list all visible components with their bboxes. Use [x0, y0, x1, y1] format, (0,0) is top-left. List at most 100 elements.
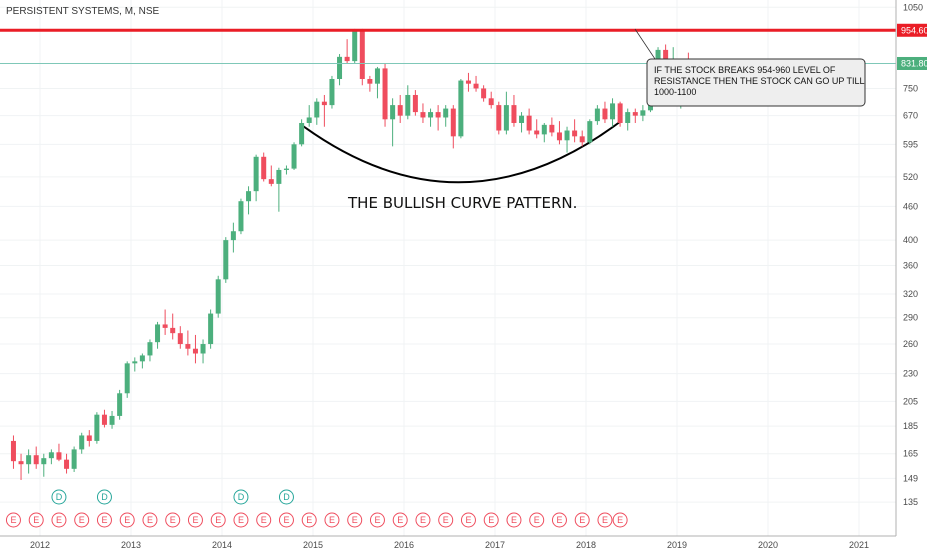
dividend-marker[interactable] — [51, 489, 67, 505]
candle-body[interactable] — [26, 455, 32, 465]
candle-body[interactable] — [352, 31, 358, 62]
earnings-marker[interactable] — [347, 512, 363, 528]
candle-body[interactable] — [314, 101, 320, 118]
candle-body[interactable] — [79, 435, 85, 450]
earnings-marker[interactable] — [301, 512, 317, 528]
candle-body[interactable] — [200, 344, 206, 354]
earnings-marker[interactable] — [551, 512, 567, 528]
earnings-marker[interactable] — [5, 512, 21, 528]
candle-body[interactable] — [534, 130, 540, 135]
candle-body[interactable] — [382, 68, 388, 120]
candle-body[interactable] — [147, 342, 153, 356]
candle-body[interactable] — [306, 117, 312, 123]
candle-body[interactable] — [374, 68, 380, 84]
candle-body[interactable] — [170, 327, 176, 334]
candle-body[interactable] — [94, 414, 100, 441]
dividend-marker[interactable] — [233, 489, 249, 505]
earnings-marker[interactable] — [324, 512, 340, 528]
candle-body[interactable] — [420, 112, 426, 118]
candle-body[interactable] — [367, 78, 373, 84]
candle-body[interactable] — [86, 435, 92, 441]
candle-body[interactable] — [359, 31, 365, 79]
candle-body[interactable] — [556, 132, 562, 141]
earnings-marker[interactable] — [210, 512, 226, 528]
candle-body[interactable] — [337, 56, 343, 79]
candle-body[interactable] — [481, 88, 487, 99]
candle-body[interactable] — [10, 440, 16, 462]
earnings-marker[interactable] — [278, 512, 294, 528]
candle-body[interactable] — [579, 136, 585, 143]
earnings-marker[interactable] — [506, 512, 522, 528]
candle-body[interactable] — [541, 124, 547, 135]
earnings-marker[interactable] — [187, 512, 203, 528]
candle-body[interactable] — [41, 458, 47, 465]
earnings-marker[interactable] — [612, 512, 628, 528]
earnings-marker[interactable] — [415, 512, 431, 528]
candle-body[interactable] — [208, 313, 214, 345]
candle-body[interactable] — [632, 112, 638, 116]
earnings-marker[interactable] — [369, 512, 385, 528]
candle-body[interactable] — [177, 333, 183, 345]
candle-body[interactable] — [276, 169, 282, 184]
candle-body[interactable] — [511, 105, 517, 123]
candle-body[interactable] — [594, 108, 600, 122]
candle-body[interactable] — [610, 103, 616, 120]
candle-body[interactable] — [587, 121, 593, 143]
candle-body[interactable] — [617, 103, 623, 123]
earnings-marker[interactable] — [51, 512, 67, 528]
candle-body[interactable] — [268, 179, 274, 184]
candle-body[interactable] — [71, 449, 77, 469]
earnings-marker[interactable] — [529, 512, 545, 528]
candle-body[interactable] — [450, 108, 456, 137]
candle-body[interactable] — [443, 108, 449, 118]
candle-body[interactable] — [139, 355, 145, 362]
candle-body[interactable] — [291, 144, 297, 169]
candle-body[interactable] — [215, 279, 221, 314]
candle-body[interactable] — [602, 108, 608, 120]
candle-body[interactable] — [397, 105, 403, 116]
candle-body[interactable] — [473, 83, 479, 89]
candle-body[interactable] — [238, 201, 244, 232]
candle-body[interactable] — [458, 80, 464, 137]
candle-body[interactable] — [155, 324, 161, 343]
candle-body[interactable] — [428, 112, 434, 118]
earnings-marker[interactable] — [28, 512, 44, 528]
earnings-marker[interactable] — [483, 512, 499, 528]
candle-body[interactable] — [192, 348, 198, 354]
candle-body[interactable] — [435, 112, 441, 118]
candle-body[interactable] — [253, 156, 259, 192]
time-axis[interactable]: 2012 2013 2014 2015 2016 2017 2018 2019 2020 2021 — [0, 535, 896, 550]
earnings-marker[interactable] — [460, 512, 476, 528]
candle-body[interactable] — [124, 363, 130, 394]
price-axis[interactable]: 1050954.6831.875067059552046040036032029… — [895, 0, 926, 536]
earnings-marker[interactable] — [597, 512, 613, 528]
earnings-marker[interactable] — [438, 512, 454, 528]
candle-body[interactable] — [549, 124, 555, 133]
candle-body[interactable] — [625, 112, 631, 123]
earnings-marker[interactable] — [74, 512, 90, 528]
candle-body[interactable] — [526, 115, 532, 131]
earnings-marker[interactable] — [119, 512, 135, 528]
earnings-marker[interactable] — [96, 512, 112, 528]
candle-body[interactable] — [390, 105, 396, 120]
candle-body[interactable] — [101, 414, 107, 425]
earnings-marker[interactable] — [256, 512, 272, 528]
candle-body[interactable] — [109, 415, 115, 425]
candle-body[interactable] — [185, 344, 191, 349]
candle-body[interactable] — [64, 459, 70, 469]
candle-body[interactable] — [344, 56, 350, 62]
candle-body[interactable] — [321, 101, 327, 106]
candle-body[interactable] — [18, 461, 24, 465]
candle-body[interactable] — [223, 240, 229, 280]
candle-body[interactable] — [640, 110, 646, 116]
candle-body[interactable] — [33, 455, 39, 465]
earnings-marker[interactable] — [392, 512, 408, 528]
candle-body[interactable] — [162, 324, 168, 328]
candle-body[interactable] — [488, 98, 494, 106]
candle-body[interactable] — [496, 105, 502, 131]
candle-body[interactable] — [117, 393, 123, 416]
candle-body[interactable] — [230, 231, 236, 241]
candle-body[interactable] — [405, 94, 411, 116]
dividend-marker[interactable] — [278, 489, 294, 505]
